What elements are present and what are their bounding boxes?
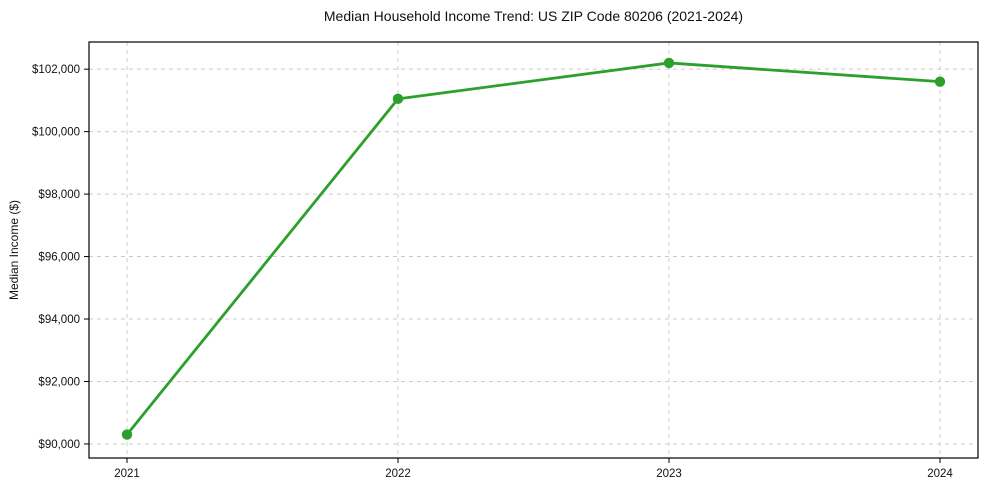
- y-tick-label: $102,000: [32, 64, 80, 76]
- x-tick-label: 2024: [927, 468, 953, 480]
- y-tick-label: $92,000: [38, 376, 80, 388]
- series-line: [125, 61, 942, 436]
- data-point: [663, 57, 675, 69]
- x-tick-label: 2022: [385, 468, 411, 480]
- y-tick-label: $94,000: [38, 314, 80, 326]
- y-tick-label: $96,000: [38, 251, 80, 263]
- data-point: [121, 429, 133, 440]
- y-tick-label: $100,000: [32, 127, 80, 139]
- data-point: [934, 76, 946, 87]
- plot-spines: [88, 41, 979, 459]
- y-tick-label: $98,000: [38, 189, 80, 201]
- chart-title: Median Household Income Trend: US ZIP Co…: [323, 8, 744, 24]
- data-point: [392, 93, 404, 105]
- x-tick-label: 2021: [114, 468, 140, 480]
- y-tick-label: $90,000: [38, 439, 80, 451]
- x-tick-label: 2023: [656, 468, 682, 480]
